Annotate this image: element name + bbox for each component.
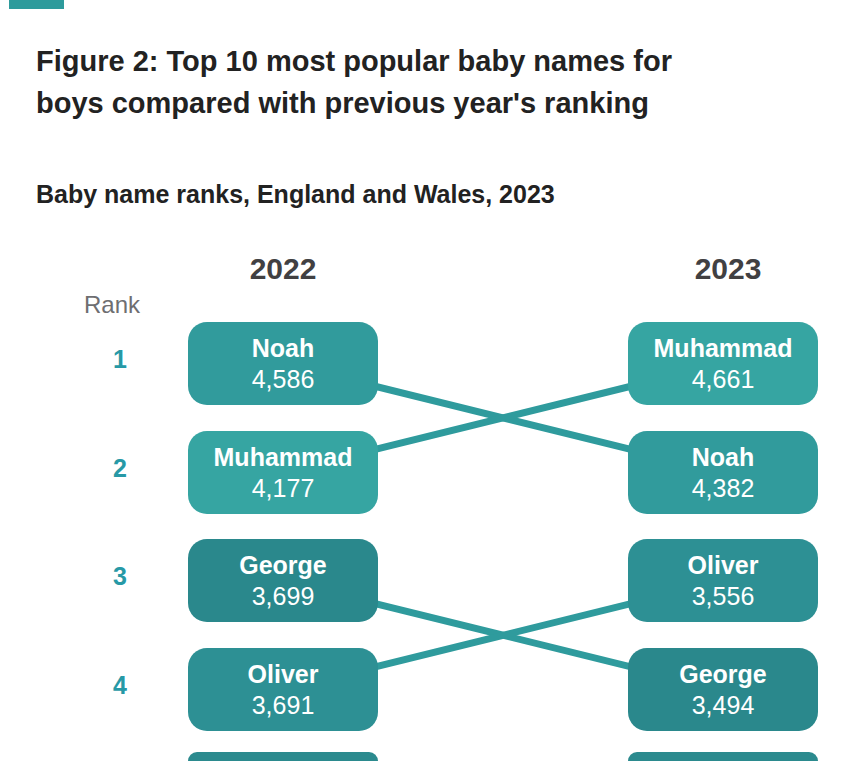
name-box-2022-rank1: Noah 4,586 (188, 322, 378, 405)
baby-name: George (679, 659, 767, 690)
baby-count: 3,699 (252, 581, 315, 612)
name-box-2023-rank4: George 3,494 (628, 648, 818, 731)
name-box-2023-rank2: Noah 4,382 (628, 431, 818, 514)
name-box-2022-rank3: George 3,699 (188, 539, 378, 622)
baby-count: 3,494 (692, 690, 755, 721)
baby-name: George (239, 550, 327, 581)
name-box-2022-rank2: Muhammad 4,177 (188, 431, 378, 514)
baby-names-rank-chart: Figure 2: Top 10 most popular baby names… (0, 0, 860, 761)
baby-name: Muhammad (654, 333, 793, 364)
name-box-2023-rank1: Muhammad 4,661 (628, 322, 818, 405)
baby-count: 4,382 (692, 473, 755, 504)
baby-count: 3,691 (252, 690, 315, 721)
name-box-2022-rank5-partial (188, 752, 378, 761)
baby-name: Oliver (248, 659, 319, 690)
name-box-2022-rank4: Oliver 3,691 (188, 648, 378, 731)
baby-count: 4,586 (252, 364, 315, 395)
name-box-2023-rank3: Oliver 3,556 (628, 539, 818, 622)
baby-name: Noah (692, 442, 755, 473)
baby-count: 4,661 (692, 364, 755, 395)
baby-count: 4,177 (252, 473, 315, 504)
baby-name: Muhammad (214, 442, 353, 473)
baby-name: Noah (252, 333, 315, 364)
name-box-2023-rank5-partial (628, 752, 818, 761)
baby-name: Oliver (688, 550, 759, 581)
baby-count: 3,556 (692, 581, 755, 612)
